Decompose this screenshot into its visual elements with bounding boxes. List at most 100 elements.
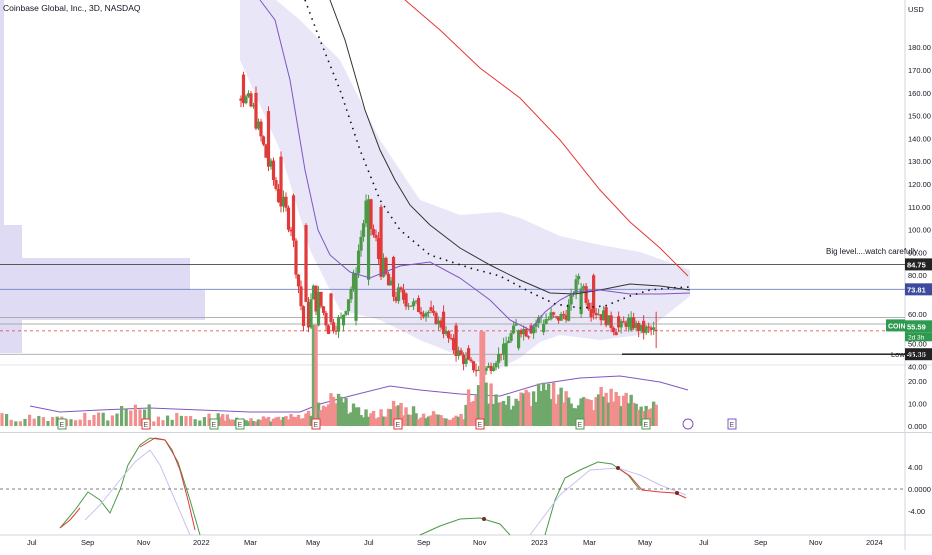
volume-bar [646, 409, 651, 426]
tag-level-84-bg [905, 258, 932, 271]
volume-bar [491, 403, 496, 426]
volume-bar [594, 397, 598, 426]
earnings-marker-label: E [578, 422, 583, 429]
volume-bar [46, 421, 50, 426]
volume-bar [198, 420, 202, 426]
candle-body [399, 287, 403, 290]
volume-bar [591, 410, 596, 426]
volume-bar [291, 416, 296, 426]
candle-body [376, 237, 381, 259]
candle-body [374, 234, 378, 238]
annotation-big-level: Big level....watch carefully. [826, 247, 920, 256]
time-axis-label: Jul [27, 538, 37, 547]
candle-body [289, 229, 293, 232]
candle-body [331, 322, 336, 331]
volume-bar [499, 402, 503, 426]
earnings-marker-label: E [314, 422, 319, 429]
volume-bar [536, 383, 541, 426]
volume-bar [184, 416, 188, 426]
volume-bar [37, 415, 41, 426]
volume-bar [361, 417, 366, 426]
candle-body [584, 286, 588, 303]
volume-bar [120, 405, 124, 426]
volume-bar [274, 417, 278, 426]
volume-bar [251, 420, 256, 426]
volume-bar [261, 416, 266, 426]
candle-body [577, 276, 581, 280]
volume-profile-bar [0, 258, 190, 290]
volume-bar [225, 414, 229, 426]
candle-body [587, 302, 591, 310]
oscillator-tick-label: 0.0000 [908, 485, 931, 494]
candle-body [544, 319, 548, 324]
volume-bar [189, 416, 193, 426]
candle-body [424, 313, 428, 317]
candle-body [281, 196, 286, 207]
volume-bar [9, 419, 13, 426]
volume-bar [193, 419, 197, 426]
candle-body [466, 348, 471, 360]
candle-body [449, 338, 453, 340]
candle-body [441, 311, 446, 335]
volume-bar [246, 421, 251, 426]
volume-bar [336, 393, 341, 426]
volume-bar [399, 402, 403, 426]
candle-body [637, 322, 641, 331]
candle-body [394, 296, 398, 302]
price-tick-label: 90.00 [908, 248, 927, 257]
volume-bar [481, 331, 486, 426]
volume-bar [284, 416, 288, 426]
volume-bar [639, 406, 643, 426]
volume-bar [529, 406, 533, 426]
time-axis-label: May [638, 538, 652, 547]
volume-bar [296, 414, 301, 426]
volume-bar [349, 412, 353, 426]
candle-body [491, 367, 496, 371]
candle-body [406, 305, 411, 307]
candle-body [624, 322, 628, 327]
earnings-marker-label: E [644, 422, 649, 429]
candle-body [429, 307, 433, 311]
volume-bar [636, 409, 641, 426]
candle-body [346, 299, 351, 312]
candle-body [314, 285, 318, 312]
candle-body [519, 330, 523, 335]
candle-body [244, 96, 248, 104]
candle-body [361, 223, 366, 237]
volume-bar [32, 418, 36, 426]
volume-bar [431, 411, 436, 426]
candle-body [334, 330, 338, 332]
time-axis-label: Sep [754, 538, 767, 547]
volume-bar [230, 419, 234, 426]
volume-bar [589, 400, 593, 426]
earnings-marker [393, 418, 403, 430]
candle-body [634, 322, 638, 329]
volume-bar [356, 407, 361, 426]
candle-body [421, 314, 426, 317]
tag-level-73: 73.81 [907, 285, 926, 294]
candle-body [494, 362, 498, 368]
candle-body [304, 225, 308, 302]
volume-bar [5, 414, 9, 426]
candle-body [617, 316, 621, 328]
volume-bar [511, 405, 516, 426]
volume-tick-label: 0.000 [908, 422, 927, 431]
price-tick-label: 140.00 [908, 134, 931, 143]
price-tick-label: 60.00 [908, 310, 927, 319]
oscillator-signal-line [84, 449, 191, 536]
volume-bar [244, 420, 248, 426]
volume-bar [289, 414, 293, 426]
volume-bar [309, 415, 313, 426]
candle-body [632, 317, 636, 329]
ma-purple-line [259, 0, 691, 331]
candle-body [371, 229, 376, 235]
volume-bar [409, 414, 413, 426]
candle-body [286, 207, 291, 230]
volume-bar [569, 403, 573, 426]
volume-bar [106, 420, 110, 426]
volume-bar [459, 413, 463, 426]
candle-body [594, 312, 598, 315]
volume-bar [619, 406, 623, 426]
candle-body [516, 330, 521, 349]
